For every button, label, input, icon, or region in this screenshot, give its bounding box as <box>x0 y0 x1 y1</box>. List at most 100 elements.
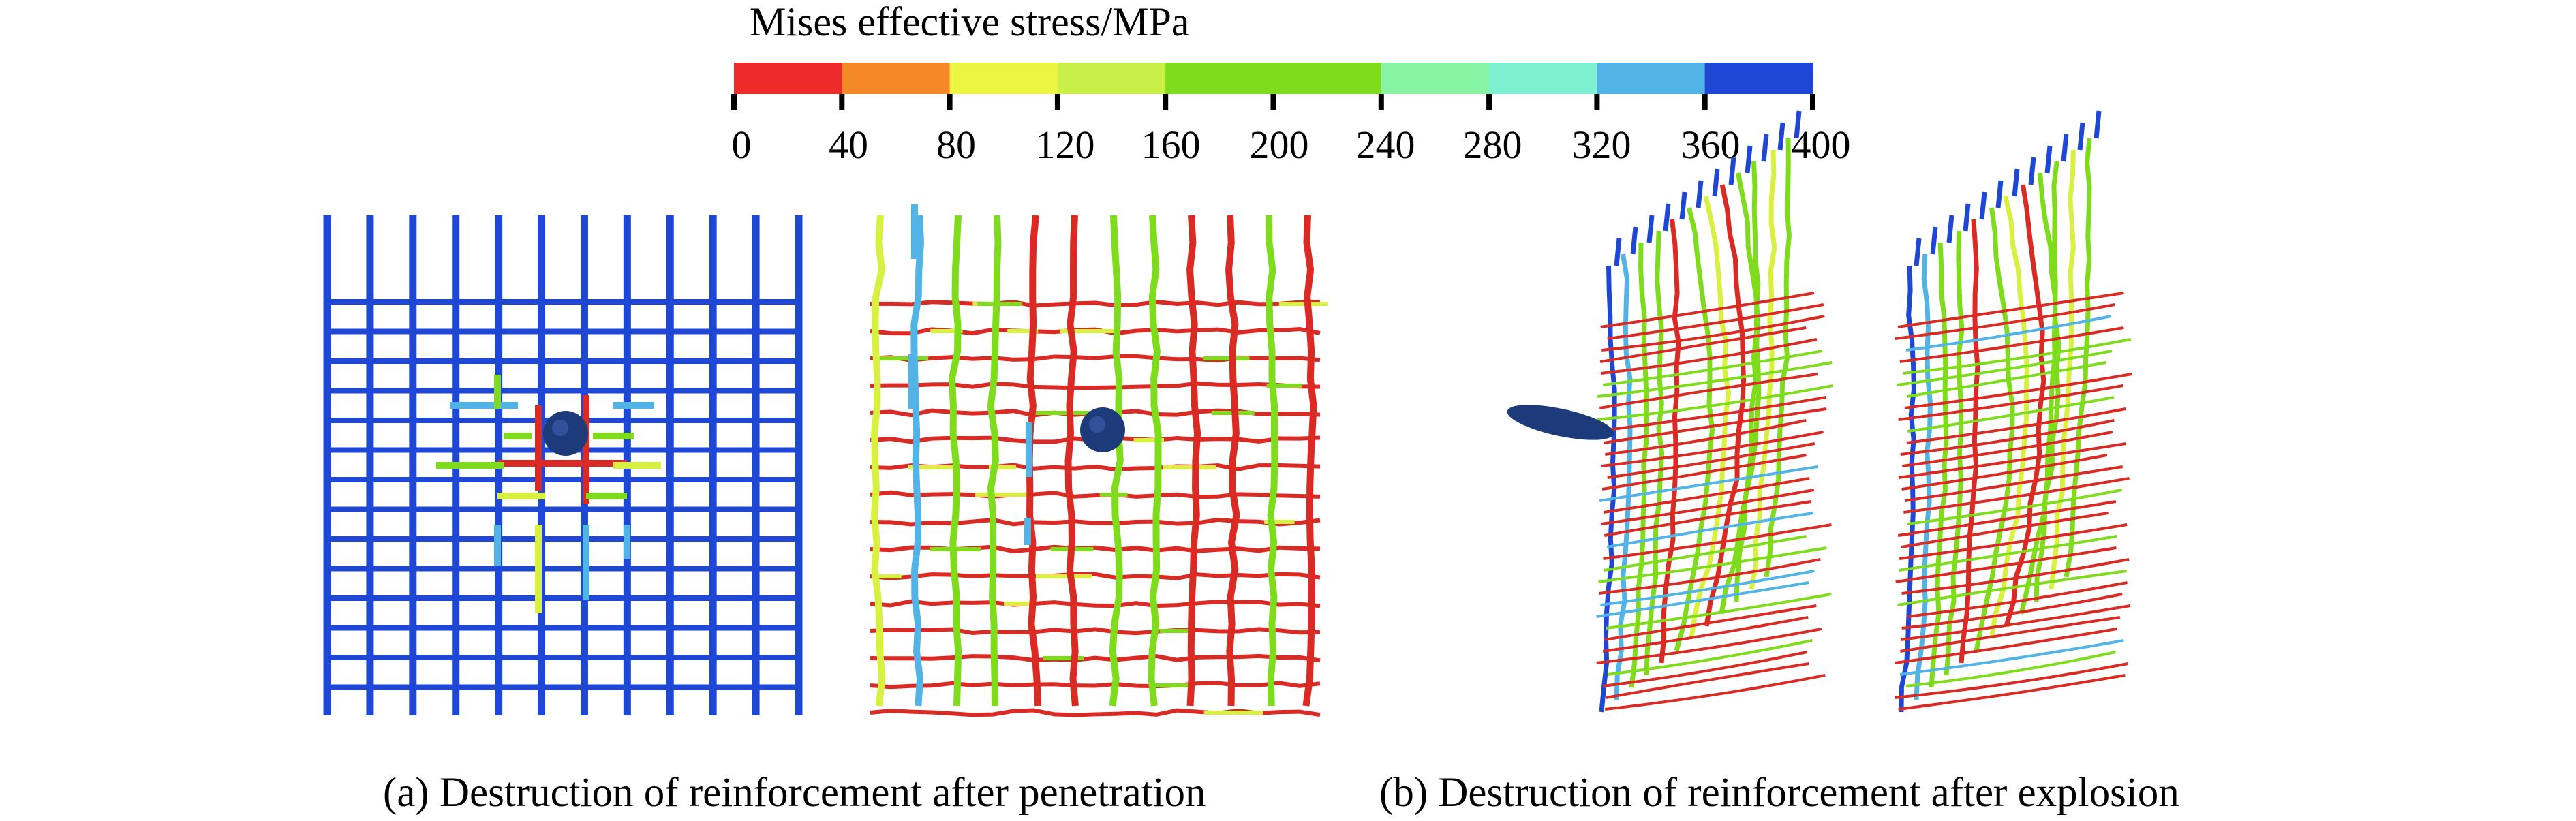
rebar-vertical <box>1929 242 1949 688</box>
rebar-top-end <box>1696 180 1704 208</box>
rebar-horizontal <box>1898 674 2126 711</box>
rebar-horizontal <box>1898 384 2123 421</box>
legend-band <box>1489 63 1597 94</box>
rebar-top-end <box>1761 134 1769 162</box>
rebar-horizontal <box>1901 593 2123 630</box>
legend-tick-label: 40 <box>829 123 868 167</box>
rebar-mesh-penetration-final <box>870 204 1328 717</box>
rebar-top-end <box>1728 157 1736 185</box>
rebar-mesh-explosion-final <box>1894 110 2132 713</box>
rebar-horizontal <box>1606 512 1814 548</box>
rebar-vertical <box>2034 161 2059 602</box>
rebar-horizontal <box>1901 512 2109 548</box>
rebar-vertical <box>1109 215 1124 707</box>
rebar-horizontal <box>1600 338 1818 375</box>
legend-tick-label: 160 <box>1141 123 1201 167</box>
rebar-top-end <box>2094 110 2102 139</box>
rebar-top-end <box>1712 168 1720 197</box>
rebar-horizontal <box>1598 558 1821 595</box>
legend-band <box>1597 63 1706 94</box>
rebar-vertical <box>871 215 886 707</box>
rebar-horizontal <box>1904 373 2132 409</box>
rebar-vertical <box>1704 184 1747 627</box>
rebar-horizontal <box>1900 419 2115 456</box>
rebar-horizontal <box>1607 303 1824 340</box>
rebar-horizontal <box>1598 546 1827 583</box>
projectile-highlight <box>1089 416 1105 433</box>
rebar-horizontal <box>1603 535 1807 572</box>
rebar-vertical <box>1659 219 1681 664</box>
rebar-horizontal <box>1604 674 1826 711</box>
legend-tick-label: 320 <box>1572 123 1631 167</box>
rebar-horizontal <box>1600 570 1815 606</box>
rebar-horizontal <box>1601 454 1807 491</box>
rebar-horizontal <box>1897 500 2117 537</box>
rebar-horizontal <box>1895 303 2115 340</box>
rebar-horizontal <box>1602 651 1808 687</box>
rebar-top-end <box>1614 238 1622 266</box>
rebar-horizontal <box>1901 454 2108 491</box>
rebar-top-end <box>1914 238 1922 266</box>
projectile-highlight <box>552 420 568 436</box>
rebar-horizontal <box>1607 639 1813 676</box>
rebar-horizontal <box>1595 396 1826 433</box>
rebar-vertical <box>1959 219 1980 664</box>
rebar-horizontal <box>1603 477 1810 514</box>
legend-tick-label: 280 <box>1463 123 1522 167</box>
rebar-horizontal <box>1905 315 2112 352</box>
rebar-top-end <box>1777 122 1785 151</box>
caption-a: (a) Destruction of reinforcement after p… <box>383 770 1206 816</box>
legend-band <box>1165 63 1382 94</box>
rebar-horizontal <box>1899 535 2117 572</box>
rebar-top-end <box>1679 191 1687 220</box>
rebar-vertical <box>1302 215 1317 707</box>
rebar-horizontal <box>1906 361 2106 398</box>
rebar-top-end <box>1630 226 1638 255</box>
rebar-horizontal <box>1897 350 2113 386</box>
rebar-horizontal <box>1606 593 1832 630</box>
rebar-top-end <box>2028 157 2036 185</box>
stress-legend: Mises effective stress/MPa 0 40 80 120 1… <box>731 0 1851 167</box>
rebar-horizontal <box>1605 662 1809 699</box>
rebar-vertical <box>1225 215 1240 707</box>
rebar-horizontal <box>1596 628 1822 664</box>
rebar-top-end <box>1663 203 1671 232</box>
legend-tick-label: 360 <box>1681 123 1741 167</box>
rebar-horizontal <box>1599 465 1818 502</box>
rebar-horizontal <box>870 354 1321 363</box>
rebar-vertical <box>1148 215 1162 707</box>
rebar-horizontal <box>1601 489 1815 525</box>
rebar-horizontal <box>1603 407 1827 444</box>
rebar-top-end <box>1979 191 1987 220</box>
rebar-horizontal <box>1599 326 1807 363</box>
rebar-vertical <box>1749 149 1777 590</box>
legend-tick-marks <box>731 94 1815 110</box>
rebar-top-end <box>2077 122 2085 151</box>
rebar-horizontal <box>870 572 1321 580</box>
projectile-body <box>1507 405 1614 440</box>
legend-band <box>949 63 1058 94</box>
rebar-horizontal <box>1602 616 1809 653</box>
rebar-horizontal <box>870 653 1321 663</box>
legend-tick-label: 200 <box>1250 123 1309 167</box>
rebar-horizontal <box>870 681 1321 690</box>
rebar-vertical <box>1734 161 1761 602</box>
legend-band <box>842 63 951 94</box>
rebar-vertical <box>1674 207 1715 651</box>
rebar-horizontal <box>1600 292 1815 328</box>
rebar-horizontal <box>1907 489 2123 525</box>
legend-band <box>734 63 842 94</box>
rebar-horizontal <box>1897 570 2127 606</box>
caption-b: (b) Destruction of reinforcement after e… <box>1379 770 2179 816</box>
rebar-vertical <box>1186 215 1201 707</box>
rebar-horizontal <box>870 299 1321 308</box>
rebar-top-end <box>1930 226 1938 255</box>
rebar-mesh-penetration-initial <box>323 215 803 715</box>
rebar-horizontal <box>1894 628 2117 664</box>
legend-tick-label: 120 <box>1036 123 1095 167</box>
rebar-horizontal <box>1901 558 2130 595</box>
rebar-top-end <box>2061 134 2069 162</box>
rebar-top-end <box>2012 168 2020 197</box>
rebar-horizontal <box>870 381 1321 390</box>
